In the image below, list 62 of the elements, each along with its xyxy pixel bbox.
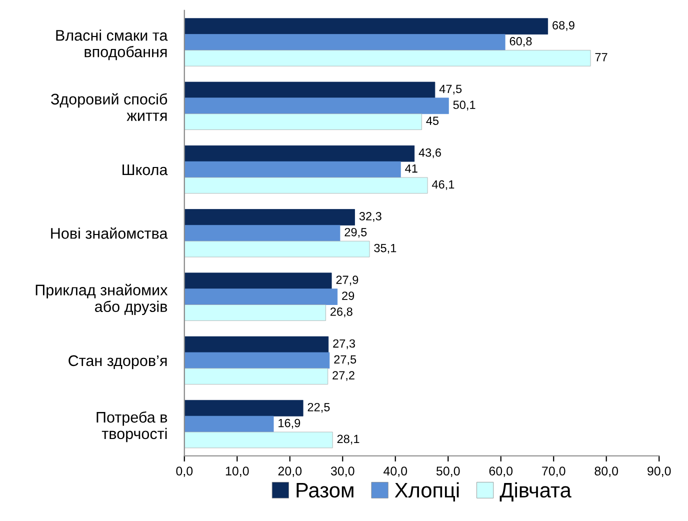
bar xyxy=(184,304,326,321)
bar xyxy=(184,400,304,416)
bar xyxy=(184,114,422,130)
x-tick-label: 30,0 xyxy=(330,466,354,477)
data-label: 60,8 xyxy=(510,37,532,47)
data-label: 27,9 xyxy=(336,276,358,286)
data-label: 27,5 xyxy=(334,355,356,365)
x-tick-label: 70,0 xyxy=(542,466,566,477)
bar xyxy=(184,82,436,98)
legend-label: Дівчата xyxy=(500,482,572,502)
bar xyxy=(184,177,428,194)
x-tick-label: 80,0 xyxy=(594,466,618,477)
x-tick-label: 60,0 xyxy=(489,466,513,477)
x-tick-label: 10,0 xyxy=(226,466,249,477)
data-label: 77 xyxy=(595,53,608,62)
bar xyxy=(184,34,506,50)
data-label: 27,3 xyxy=(333,339,356,350)
y-tick-label: Власні смаки та вподобання xyxy=(56,30,168,60)
data-label: 26,8 xyxy=(330,308,352,318)
x-tick-label: 90,0 xyxy=(648,466,671,477)
bar xyxy=(184,18,548,34)
bar xyxy=(184,432,333,448)
bar xyxy=(184,336,329,353)
bar xyxy=(184,161,401,178)
bar xyxy=(184,352,330,369)
x-tick-label: 20,0 xyxy=(278,466,302,477)
y-tick-label: Стан здоров’я xyxy=(68,355,167,370)
y-tick-label: Нові знайомства xyxy=(51,227,168,239)
bar xyxy=(184,145,415,162)
bar xyxy=(184,209,355,226)
data-label: 50,1 xyxy=(453,100,476,110)
data-label: 22,5 xyxy=(308,402,330,413)
y-tick-label: Школа xyxy=(122,164,168,176)
legend-label: Разом xyxy=(296,483,354,498)
bar xyxy=(184,368,328,384)
data-label: 16,9 xyxy=(278,418,300,429)
data-label: 35,1 xyxy=(374,244,396,254)
x-tick-label: 50,0 xyxy=(436,466,460,477)
data-label: 29,5 xyxy=(344,228,367,238)
y-tick-label: Приклад знайомих або друзів xyxy=(36,284,168,316)
data-label: 43,6 xyxy=(418,148,441,158)
data-label: 45 xyxy=(426,116,439,125)
bar xyxy=(184,416,274,432)
legend-label: Хлопці xyxy=(394,482,459,502)
data-label: 46,1 xyxy=(432,180,454,190)
data-label: 68,9 xyxy=(552,21,574,31)
bar xyxy=(184,50,591,66)
x-tick-label: 0,0 xyxy=(176,466,193,477)
data-label: 47,5 xyxy=(439,84,462,95)
bar xyxy=(184,288,338,305)
data-label: 41 xyxy=(405,164,418,173)
bar xyxy=(184,240,370,258)
y-tick-label: Здоровий спосіб життя xyxy=(50,93,168,121)
bar xyxy=(184,224,340,242)
bar xyxy=(184,272,332,290)
data-label: 28,1 xyxy=(337,434,360,445)
data-label: 27,2 xyxy=(332,371,354,381)
bar xyxy=(184,98,449,114)
y-tick-label: Потреба в творчості xyxy=(96,411,168,442)
data-label: 32,3 xyxy=(359,212,382,222)
data-label: 29 xyxy=(342,292,354,300)
x-tick-label: 40,0 xyxy=(383,466,408,477)
